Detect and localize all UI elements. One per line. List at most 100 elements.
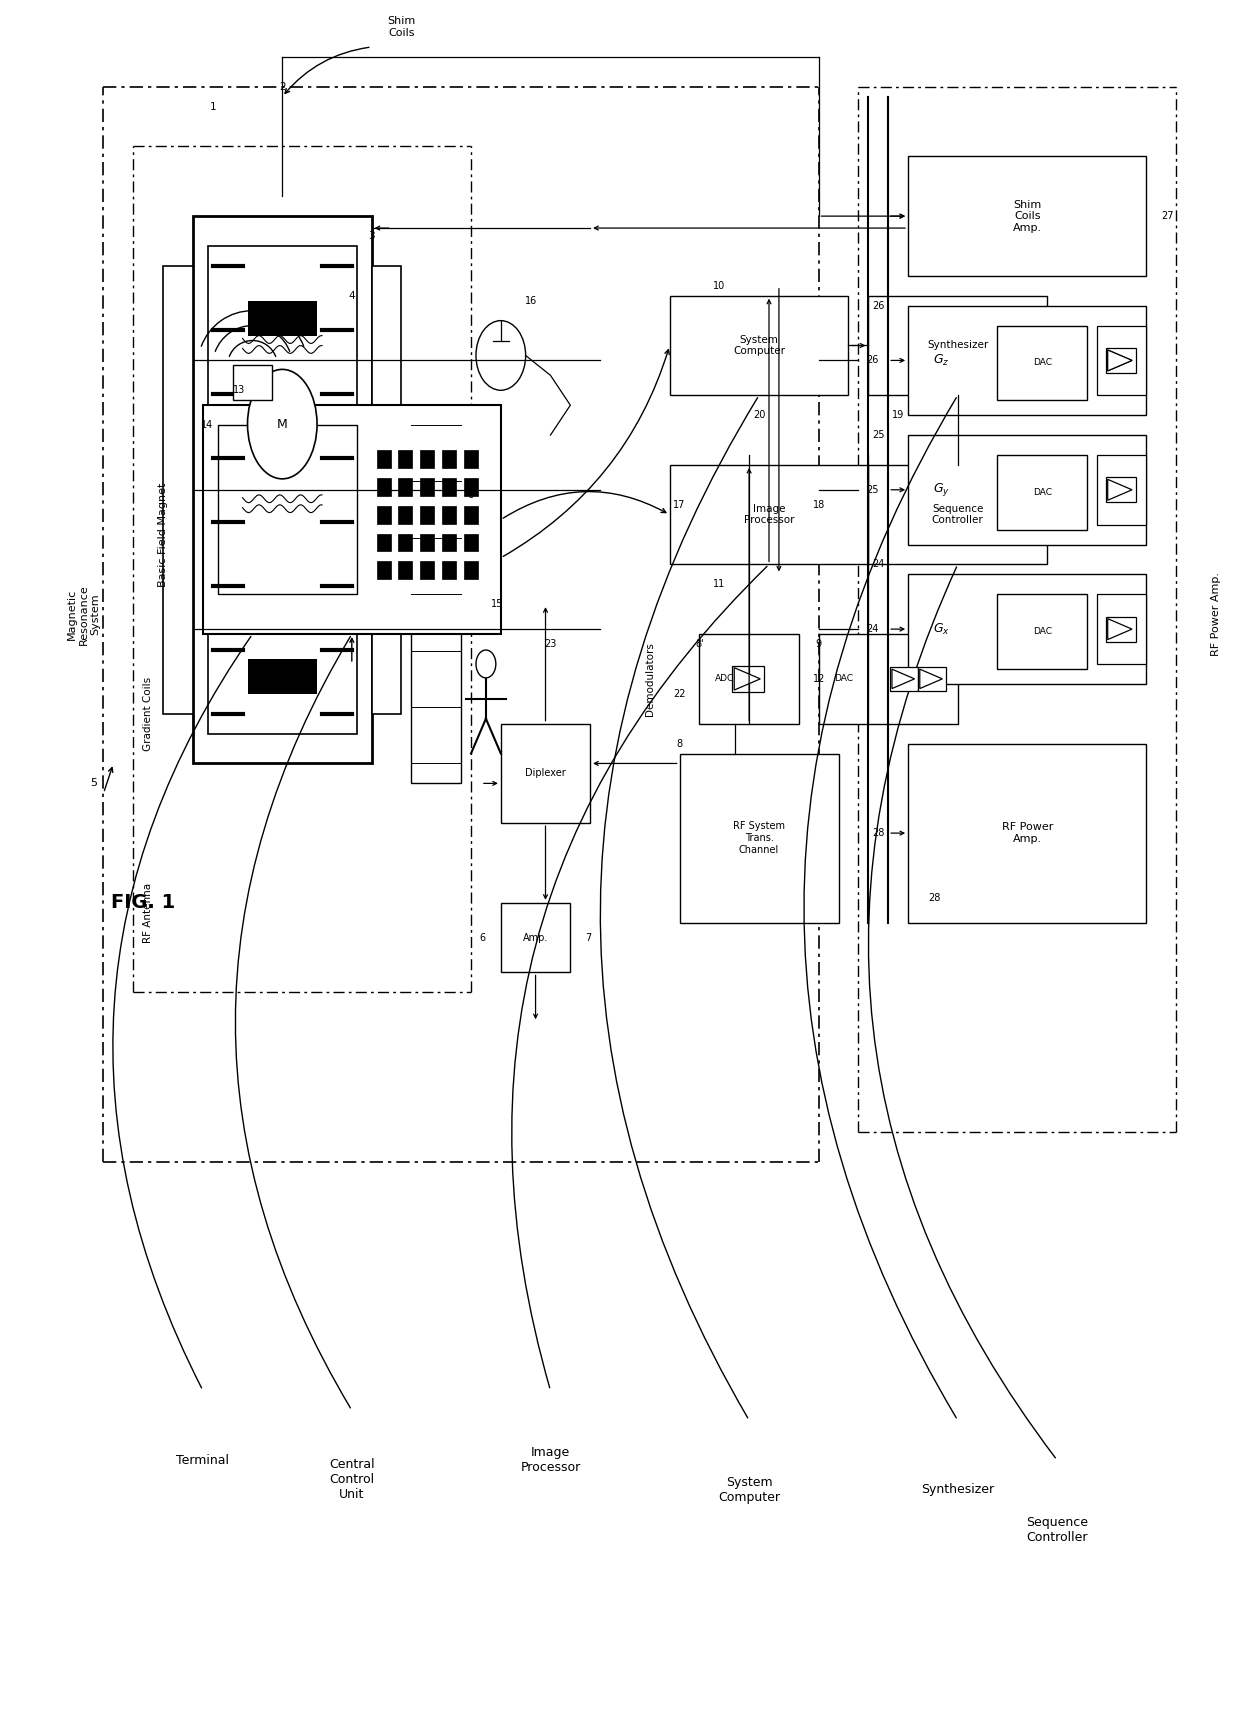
Text: FIG. 1: FIG. 1 xyxy=(112,892,175,913)
Text: 15: 15 xyxy=(491,600,503,610)
Text: 0: 0 xyxy=(467,490,474,500)
Bar xyxy=(443,562,456,579)
Bar xyxy=(818,634,957,723)
Text: 4: 4 xyxy=(348,291,355,301)
Text: 11: 11 xyxy=(713,579,725,589)
Bar xyxy=(398,451,413,468)
Bar xyxy=(1106,478,1136,502)
Text: DAC: DAC xyxy=(1033,627,1052,636)
Bar xyxy=(398,478,413,495)
Ellipse shape xyxy=(476,649,496,678)
Text: 9: 9 xyxy=(816,639,822,649)
Text: RF Power
Amp.: RF Power Amp. xyxy=(1002,822,1053,845)
Bar xyxy=(420,562,434,579)
Bar xyxy=(420,533,434,552)
Text: Synthesizer: Synthesizer xyxy=(921,1483,994,1497)
Bar xyxy=(398,505,413,524)
Text: 17: 17 xyxy=(673,500,686,510)
Text: ADC: ADC xyxy=(714,675,734,683)
Bar xyxy=(908,743,1147,923)
Bar xyxy=(908,435,1147,545)
Polygon shape xyxy=(1107,618,1132,639)
Bar xyxy=(464,533,477,552)
Bar xyxy=(908,305,1147,415)
Text: Central
Control
Unit: Central Control Unit xyxy=(329,1458,374,1502)
Bar xyxy=(420,478,434,495)
Bar xyxy=(377,478,391,495)
Bar xyxy=(1096,325,1147,396)
Text: Demodulators: Demodulators xyxy=(645,642,655,716)
Text: System
Computer: System Computer xyxy=(733,334,785,356)
Bar xyxy=(908,156,1147,276)
Text: M: M xyxy=(277,418,288,430)
Text: 25: 25 xyxy=(872,430,884,440)
Bar xyxy=(377,451,391,468)
Bar xyxy=(464,505,477,524)
Bar xyxy=(670,464,868,564)
Text: Shim
Coils
Amp.: Shim Coils Amp. xyxy=(1013,199,1042,233)
Bar xyxy=(443,505,456,524)
Text: 24: 24 xyxy=(872,560,884,569)
Text: 3: 3 xyxy=(368,231,374,242)
Bar xyxy=(443,533,456,552)
Bar xyxy=(233,365,273,401)
Text: 8: 8 xyxy=(677,738,683,749)
Text: 22: 22 xyxy=(673,689,686,699)
Bar xyxy=(1106,617,1136,642)
Bar xyxy=(1096,456,1147,524)
Text: 27: 27 xyxy=(1162,211,1174,221)
Bar xyxy=(248,301,317,336)
Text: 10: 10 xyxy=(713,281,725,291)
Polygon shape xyxy=(734,668,760,690)
Bar xyxy=(412,406,461,783)
Bar xyxy=(699,634,799,723)
Bar xyxy=(670,296,848,396)
Bar xyxy=(1096,594,1147,665)
Text: Magnetic
Resonance
System: Magnetic Resonance System xyxy=(67,584,100,644)
Bar xyxy=(997,456,1086,529)
Text: $G_z$: $G_z$ xyxy=(932,353,950,368)
Text: 1: 1 xyxy=(210,101,216,111)
Bar xyxy=(501,723,590,824)
Text: 7: 7 xyxy=(585,932,591,942)
Text: Basic Field Magnet: Basic Field Magnet xyxy=(157,483,169,588)
Text: 24: 24 xyxy=(866,624,878,634)
Text: Sequence
Controller: Sequence Controller xyxy=(1025,1516,1087,1543)
Text: 20: 20 xyxy=(753,409,765,420)
Text: 19: 19 xyxy=(892,409,904,420)
Bar xyxy=(377,533,391,552)
Bar xyxy=(464,451,477,468)
Text: 14: 14 xyxy=(201,420,213,430)
Bar xyxy=(443,478,456,495)
Text: RF Power Amp.: RF Power Amp. xyxy=(1211,572,1221,656)
Text: Sequence
Controller: Sequence Controller xyxy=(931,504,983,526)
Text: 6: 6 xyxy=(480,932,486,942)
Text: RF Antenna: RF Antenna xyxy=(143,882,154,942)
Text: $G_y$: $G_y$ xyxy=(932,481,950,498)
Bar xyxy=(680,754,838,923)
Bar xyxy=(248,660,317,694)
Bar xyxy=(377,562,391,579)
Polygon shape xyxy=(920,670,942,689)
Bar xyxy=(997,594,1086,668)
Text: 8': 8' xyxy=(696,639,704,649)
Bar xyxy=(464,478,477,495)
Text: 12: 12 xyxy=(812,673,825,683)
Bar xyxy=(918,666,946,690)
Text: 25: 25 xyxy=(866,485,878,495)
Bar xyxy=(164,266,193,714)
Bar xyxy=(997,325,1086,401)
Bar xyxy=(398,562,413,579)
Bar xyxy=(890,666,918,690)
Text: Image
Processor: Image Processor xyxy=(521,1446,580,1475)
Bar xyxy=(868,464,1047,564)
Bar xyxy=(443,451,456,468)
Text: Terminal: Terminal xyxy=(176,1454,229,1466)
Bar xyxy=(193,216,372,764)
Text: Shim
Coils: Shim Coils xyxy=(387,15,415,38)
Bar xyxy=(420,451,434,468)
Text: 26: 26 xyxy=(872,301,884,310)
Polygon shape xyxy=(1107,480,1132,500)
Text: DAC: DAC xyxy=(1033,358,1052,367)
Bar xyxy=(1106,348,1136,373)
